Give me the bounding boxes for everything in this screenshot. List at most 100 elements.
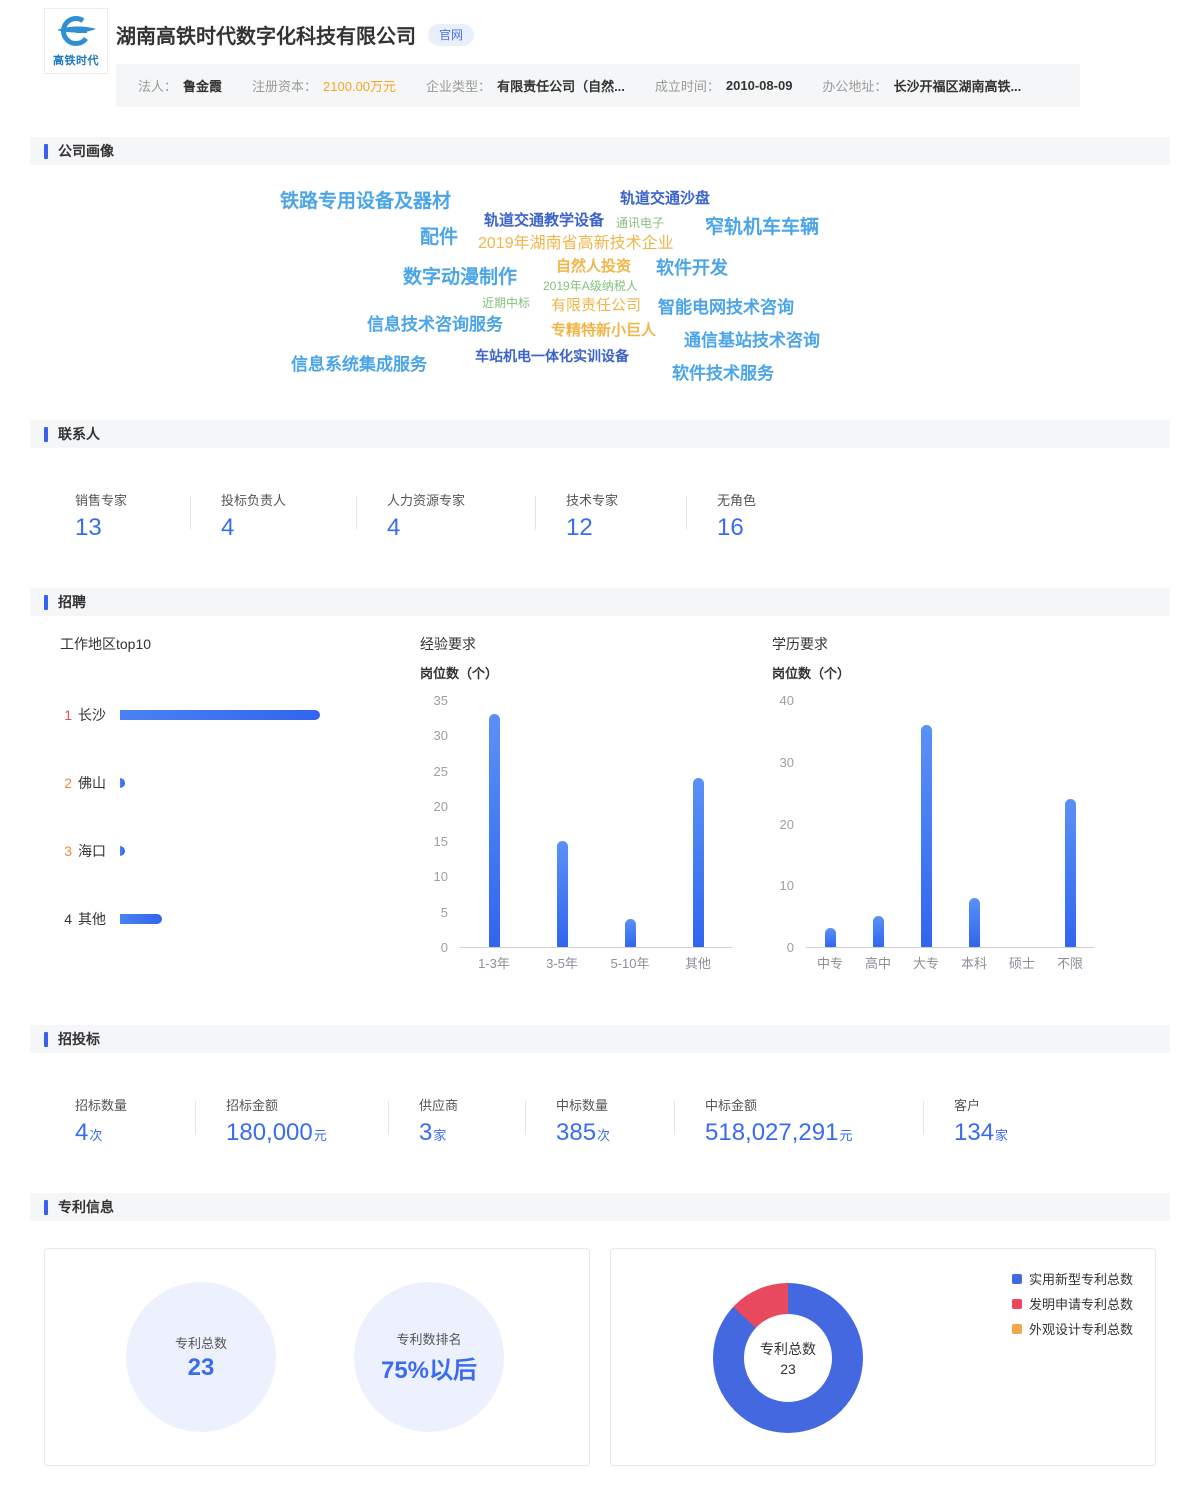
stat-value: 12 [566,514,593,541]
stat-label: 供应商 [419,1098,459,1113]
y-axis-label: 岗位数（个） [772,666,851,681]
word-cloud-term: 软件开发 [656,258,728,278]
stat-value-row: 134 家 [954,1119,1024,1147]
y-tick-label: 20 [779,816,794,832]
word-cloud-term: 有限责任公司 [551,297,642,314]
patent-total-value: 23 [187,1353,215,1381]
region-bar [120,846,125,856]
section-title: 联系人 [58,426,100,442]
stat-value: 180,000 [226,1119,313,1146]
patent-rank-value: 75%以后 [380,1357,478,1384]
stat-value: 518,027,291 [705,1119,839,1146]
logo-glyph [57,16,96,46]
word-cloud: 铁路专用设备及器材 轨道交通沙盘 轨道交通教学设备 通讯电子 窄轨机车车辆 配件 2019年… [44,180,1156,412]
logo-text: 高铁时代 [53,55,99,67]
x-category-label: 硕士 [1008,956,1036,971]
stat-divider [190,496,191,530]
x-category-label: 大专 [912,956,940,971]
word-cloud-term: 轨道交通教学设备 [484,212,605,229]
experience-plot: 0 5 10 15 20 25 30 35 1-3年 3-5年 5-10年 其他 [420,693,740,971]
x-category-label: 不限 [1056,956,1084,971]
region-bar [120,778,125,788]
official-site-badge[interactable]: 官网 [428,23,475,46]
patent-summary-card: 专利总数 23 专利数排名 75%以后 [44,1248,590,1466]
company-info-item: 注册资本： 2100.00万元 [252,76,396,95]
stat-value: 13 [75,514,102,541]
stat-item: 招标金额 180,000 元 [226,1095,358,1147]
bidding-stats: 招标数量 4 次招标金额 180,000 元供应商 3 家中标数量 385 次中标金额 518,0… [75,1095,1024,1147]
stat-item: 中标数量 385 次 [556,1095,644,1147]
word-cloud-term: 铁路专用设备及器材 [280,191,452,212]
y-tick-label: 0 [440,940,448,955]
y-tick-label: 5 [440,904,448,920]
legend-item[interactable]: 实用新型专利总数 [1011,1269,1133,1288]
x-category-label: 5-10年 [610,956,650,971]
region-bar [120,914,162,924]
y-tick-label: 30 [779,754,794,770]
y-tick-label: 0 [786,940,794,955]
legend-item[interactable]: 外观设计专利总数 [1011,1319,1133,1338]
bar [488,714,500,947]
stat-divider [686,496,687,530]
section-title: 招投标 [58,1031,100,1047]
info-value: 长沙开福区湖南高铁... [893,79,1022,94]
bar [920,725,932,947]
stat-label: 技术专家 [566,493,619,508]
section-accent-bar [44,1199,48,1215]
y-axis-label: 岗位数（个） [420,666,499,681]
company-info-item: 法人： 鲁金霞 [138,76,222,95]
word-cloud-term: 信息技术咨询服务 [367,315,503,334]
x-category-label: 本科 [960,956,988,971]
y-tick-label: 40 [779,693,794,708]
stat-value-row: 4 [387,514,505,542]
region-row: 4 其他 [60,909,162,929]
stat-value-row: 13 [75,514,160,542]
word-cloud-term: 2019年A级纳税人 [543,279,638,293]
region-bar [120,710,320,720]
stat-label: 人力资源专家 [387,493,466,508]
stat-unit: 次 [89,1128,103,1143]
info-label: 注册资本： [252,79,318,94]
company-info-bar: 法人： 鲁金霞 注册资本： 2100.00万元 企业类型： 有限责任公司（自然... 成立时… [116,64,1080,107]
section-accent-bar [44,426,48,442]
company-info-item: 企业类型： 有限责任公司（自然... [426,76,625,95]
stat-unit: 家 [995,1128,1009,1143]
section-accent-bar [44,594,48,610]
patent-donut-card: 专利总数 23 实用新型专利总数发明申请专利总数外观设计专利总数 [610,1248,1156,1466]
stat-label: 招标数量 [75,1098,128,1113]
word-cloud-term: 轨道交通沙盘 [620,190,711,207]
region-rank: 2 [64,775,72,791]
x-axis-line [806,947,1094,948]
region-name: 其他 [78,911,106,927]
y-tick-label: 10 [779,878,794,894]
word-cloud-term: 车站机电一体化实训设备 [475,348,629,364]
patent-rank-label: 专利数排名 [396,1332,462,1347]
stat-value-row: 16 [717,514,777,542]
y-tick-label: 15 [433,834,448,850]
company-logo: 高铁时代 [44,8,108,74]
stat-item: 销售专家 13 [75,490,160,542]
stat-label: 招标金额 [226,1098,279,1113]
word-cloud-term: 通信基站技术咨询 [684,331,820,350]
info-value: 2100.00万元 [323,79,397,94]
stat-divider [923,1101,924,1135]
stat-value-row: 12 [566,514,656,542]
section-accent-bar [44,143,48,159]
region-row: 3 海口 [60,841,125,861]
region-row: 1 长沙 [60,705,320,725]
section-title: 公司画像 [58,143,114,159]
donut-center: 专利总数 23 [744,1314,832,1402]
info-label: 企业类型： [426,79,492,94]
word-cloud-term: 信息系统集成服务 [291,355,427,374]
stat-item: 技术专家 12 [566,490,656,542]
region-top10-chart: 工作地区top10 1 长沙 2 佛山 3 海口 4 其他 [60,634,400,964]
legend-label: 发明申请专利总数 [1028,1297,1133,1312]
info-value: 2010-08-09 [725,78,793,93]
legend-item[interactable]: 发明申请专利总数 [1011,1294,1133,1313]
education-plot: 0 10 20 30 40 中专 高中 大专 本科 硕士 不限 [772,693,1102,971]
stat-value-row: 385 次 [556,1119,644,1147]
word-cloud-term: 专精特新小巨人 [551,322,657,339]
bar [624,919,636,947]
